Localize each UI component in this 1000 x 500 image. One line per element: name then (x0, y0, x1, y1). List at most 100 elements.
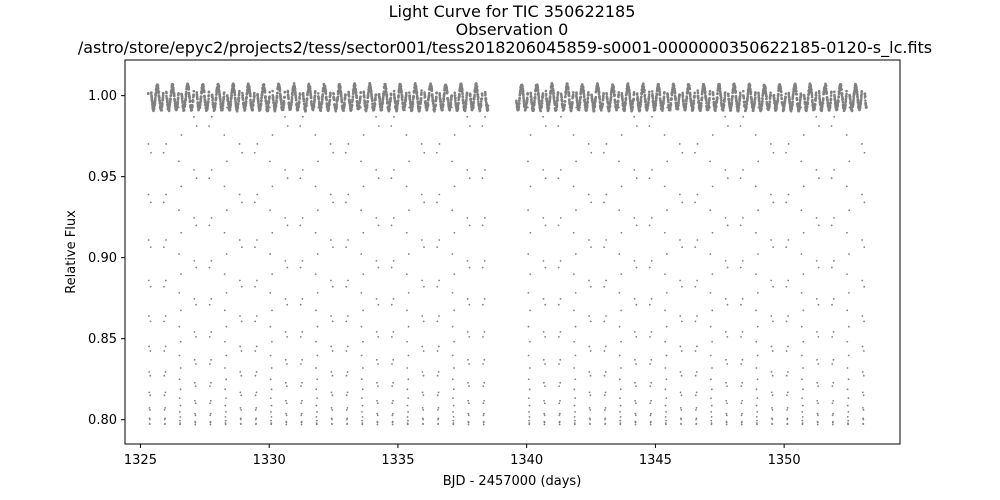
flux-point (225, 209, 228, 212)
flux-point (558, 414, 561, 417)
flux-point (362, 91, 366, 95)
flux-point (517, 105, 521, 108)
chart-subtitle: Observation 0 (456, 20, 569, 39)
flux-point (314, 273, 317, 275)
flux-point (723, 100, 726, 103)
flux-point (605, 143, 608, 145)
flux-point (370, 92, 373, 96)
flux-point (386, 100, 389, 104)
flux-point (239, 315, 241, 317)
flux-point (572, 185, 575, 188)
flux-point (414, 85, 418, 89)
flux-point (709, 253, 712, 255)
flux-point (150, 91, 153, 94)
flux-point (420, 193, 423, 196)
flux-point (158, 96, 161, 100)
flux-point (284, 330, 287, 333)
flux-point (740, 414, 743, 417)
flux-point (665, 354, 668, 357)
flux-point (361, 367, 364, 369)
flux-point (449, 102, 453, 106)
flux-point (684, 105, 688, 109)
flux-point (395, 106, 399, 110)
flux-point (483, 330, 486, 333)
flux-point (528, 404, 531, 407)
flux-point (315, 423, 318, 426)
flux-point (437, 371, 440, 373)
flux-point (294, 98, 298, 102)
flux-point (578, 101, 582, 105)
flux-point (482, 423, 485, 426)
flux-point (339, 92, 343, 96)
flux-point (787, 193, 790, 196)
flux-point (724, 168, 727, 171)
flux-point (346, 406, 349, 409)
flux-point (392, 89, 396, 93)
flux-point (443, 91, 446, 95)
flux-point (696, 279, 699, 282)
flux-point (385, 94, 389, 97)
flux-point (787, 279, 790, 282)
flux-point (315, 388, 318, 391)
flux-point (589, 374, 592, 377)
flux-point (344, 94, 347, 97)
flux-point (711, 273, 714, 275)
flux-point (468, 385, 470, 388)
flux-point (649, 335, 651, 338)
flux-point (342, 109, 345, 112)
flux-point (528, 422, 531, 425)
flux-point (761, 99, 764, 103)
flux-point (785, 151, 787, 154)
flux-point (437, 422, 440, 425)
flux-point (360, 253, 363, 255)
flux-point (768, 102, 771, 106)
flux-point (725, 412, 728, 415)
flux-point (238, 89, 241, 93)
flux-point (605, 193, 608, 196)
flux-point (300, 363, 302, 365)
flux-point (375, 330, 378, 333)
flux-point (609, 95, 613, 98)
flux-point (384, 84, 388, 88)
flux-point (659, 100, 663, 104)
flux-point (421, 391, 424, 394)
flux-point (742, 100, 746, 104)
flux-point (390, 224, 393, 227)
flux-point (634, 414, 637, 417)
flux-point (316, 378, 319, 381)
flux-point (391, 402, 394, 405)
flux-point (163, 320, 166, 323)
flux-point (537, 92, 540, 96)
flux-point (255, 371, 258, 373)
flux-point (294, 91, 297, 95)
flux-point (179, 415, 182, 418)
flux-point (752, 107, 755, 111)
flux-point (681, 95, 685, 98)
flux-point (639, 99, 643, 102)
flux-point (370, 99, 374, 103)
flux-point (253, 91, 256, 95)
flux-point (726, 335, 729, 338)
flux-point (293, 88, 297, 92)
flux-point (292, 82, 296, 85)
flux-point (451, 291, 454, 294)
flux-point (680, 394, 683, 397)
flux-point (208, 266, 211, 269)
flux-point (392, 92, 396, 96)
flux-point (567, 87, 570, 91)
flux-point (193, 358, 196, 361)
flux-point (239, 345, 242, 348)
flux-point (316, 410, 318, 413)
flux-point (214, 96, 218, 99)
flux-point (188, 97, 191, 100)
flux-point (725, 414, 728, 417)
flux-point (240, 350, 243, 352)
flux-point (558, 402, 561, 405)
flux-point (178, 291, 181, 294)
flux-point (727, 94, 730, 98)
flux-point (453, 273, 456, 275)
flux-point (518, 97, 521, 100)
flux-point (359, 90, 363, 94)
flux-point (325, 95, 328, 99)
flux-point (785, 374, 788, 377)
